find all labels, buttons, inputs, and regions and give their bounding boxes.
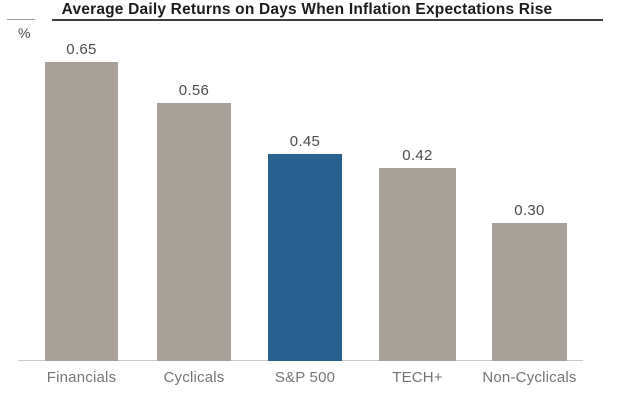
category-label-non-cyclicals: Non-Cyclicals [482,369,577,386]
category-label-financials: Financials [46,369,117,386]
category-label-s-p-500: S&P 500 [274,369,336,386]
bar-s-p-500 [268,154,342,361]
title-underline [52,19,603,21]
bar-value-label-non-cyclicals: 0.30 [514,202,545,219]
category-label-cyclicals: Cyclicals [163,369,225,386]
bar-non-cyclicals [492,223,567,361]
chart-title: Average Daily Returns on Days When Infla… [61,1,553,18]
category-label-tech: TECH+ [392,369,443,386]
bar-value-label-financials: 0.65 [66,41,97,58]
bar-value-label-tech: 0.42 [402,147,433,164]
bar-financials [45,62,118,361]
bar-cyclicals [157,103,231,361]
y-axis-unit-label: % [18,25,31,41]
bar-value-label-s-p-500: 0.45 [289,133,321,150]
title-rule-left-segment [7,19,35,20]
bar-tech [379,168,456,361]
bar-value-label-cyclicals: 0.56 [178,82,210,99]
